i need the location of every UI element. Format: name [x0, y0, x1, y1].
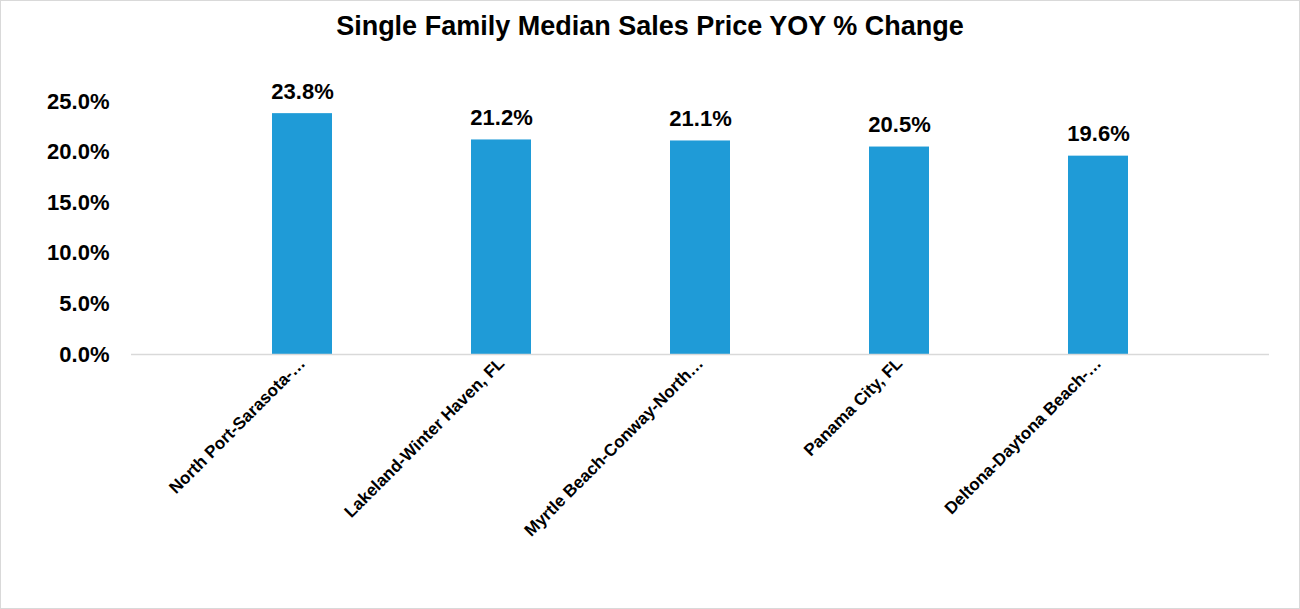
svg-text:Panama City, FL: Panama City, FL — [800, 354, 906, 460]
svg-text:25.0%: 25.0% — [47, 89, 109, 114]
html-text:Single Family Median Sales Pri: Single Family Median Sales Price YOY % C… — [336, 11, 964, 41]
svg-text:20.5%: 20.5% — [868, 112, 930, 137]
svg-text:15.0%: 15.0% — [47, 190, 109, 215]
svg-text:North Port-Sarasota-…: North Port-Sarasota-… — [165, 354, 309, 498]
svg-text:20.0%: 20.0% — [47, 139, 109, 164]
svg-text:Deltona-Daytona Beach-…: Deltona-Daytona Beach-… — [941, 354, 1105, 518]
svg-text:5.0%: 5.0% — [59, 291, 109, 316]
svg-text:Myrtle Beach-Conway-North…: Myrtle Beach-Conway-North… — [521, 354, 707, 540]
svg-text:0.0%: 0.0% — [59, 342, 109, 367]
svg-text:21.2%: 21.2% — [470, 105, 532, 130]
svg-text:21.1%: 21.1% — [669, 106, 731, 131]
svg-text:19.6%: 19.6% — [1067, 121, 1129, 146]
svg-text:23.8%: 23.8% — [271, 79, 333, 104]
svg-text:10.0%: 10.0% — [47, 240, 109, 265]
svg-text:Lakeland-Winter Haven, FL: Lakeland-Winter Haven, FL — [341, 354, 509, 522]
